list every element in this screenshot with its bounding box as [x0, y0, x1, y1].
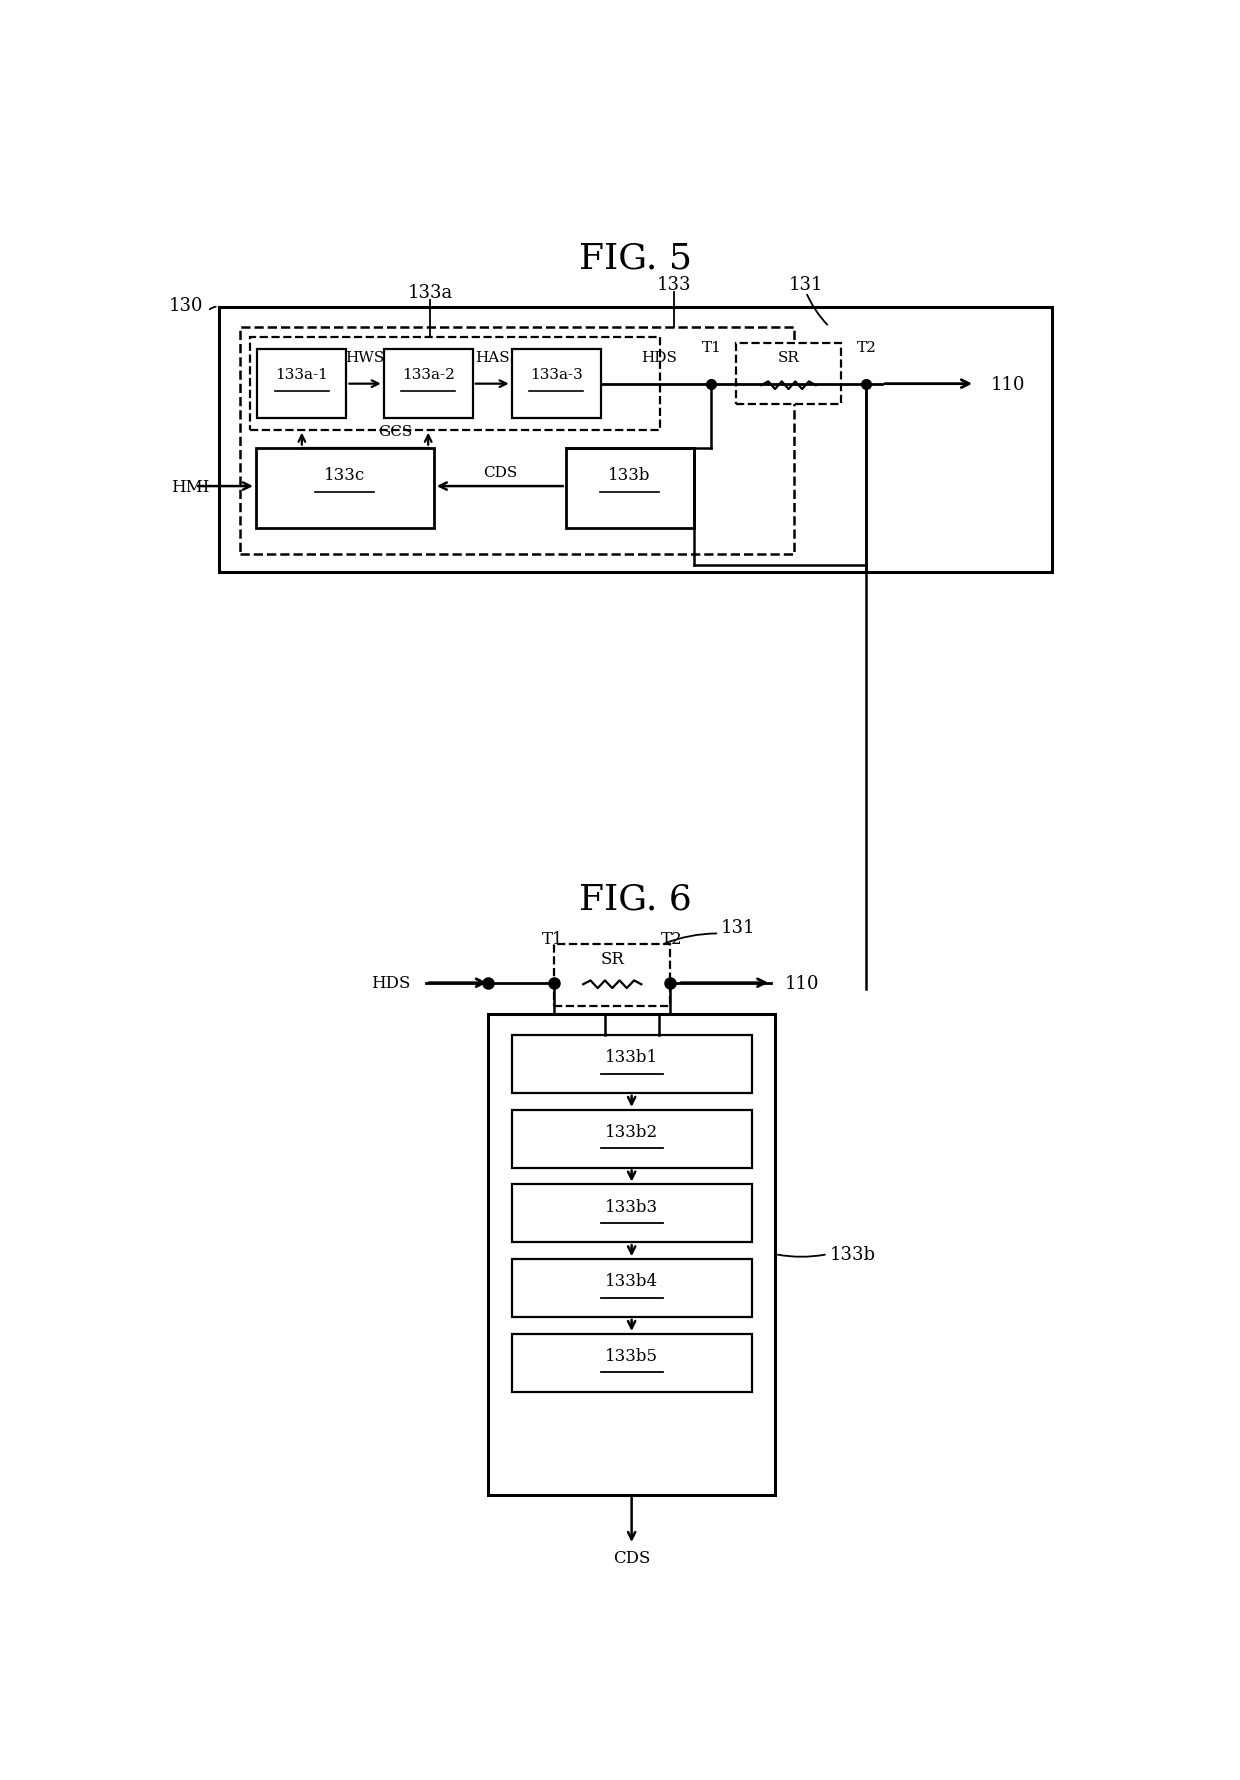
Text: 110: 110	[785, 974, 820, 991]
Text: SR: SR	[777, 351, 800, 365]
Text: HDS: HDS	[371, 975, 410, 991]
Text: 133a-1: 133a-1	[275, 367, 329, 381]
Bar	[511, 351, 600, 418]
Bar	[249, 338, 660, 431]
Bar	[383, 351, 472, 418]
Text: 131: 131	[720, 918, 755, 936]
Text: 110: 110	[991, 376, 1025, 393]
Text: FIG. 6: FIG. 6	[579, 881, 692, 915]
Text: HAS: HAS	[475, 351, 510, 365]
Bar	[255, 449, 434, 529]
Text: HMI: HMI	[171, 479, 210, 495]
Text: T2: T2	[661, 929, 683, 947]
Text: T2: T2	[857, 342, 877, 356]
Text: 133a: 133a	[408, 283, 453, 303]
Bar	[511, 1333, 751, 1392]
Text: 130: 130	[169, 297, 203, 315]
Text: 133: 133	[657, 276, 692, 294]
Text: 133b4: 133b4	[605, 1273, 658, 1289]
Bar	[218, 308, 1052, 573]
Text: 133b5: 133b5	[605, 1347, 658, 1363]
Bar	[511, 1036, 751, 1093]
Text: SR: SR	[600, 951, 624, 967]
Text: HDS: HDS	[641, 351, 677, 365]
Bar	[258, 351, 346, 418]
Text: T1: T1	[542, 929, 563, 947]
Text: 133c: 133c	[324, 466, 366, 484]
Bar	[554, 945, 671, 1006]
Bar	[241, 328, 795, 555]
Text: 133b: 133b	[830, 1246, 875, 1264]
Text: GCS: GCS	[378, 424, 413, 438]
Bar	[511, 1185, 751, 1242]
Text: 133a-2: 133a-2	[402, 367, 455, 381]
Text: CDS: CDS	[613, 1550, 650, 1566]
Text: 133a-3: 133a-3	[529, 367, 583, 381]
Bar	[511, 1111, 751, 1168]
Text: 133b2: 133b2	[605, 1123, 658, 1141]
Bar	[565, 449, 693, 529]
Text: 133b: 133b	[609, 466, 651, 484]
Text: FIG. 5: FIG. 5	[579, 242, 692, 276]
Bar	[489, 1015, 775, 1495]
Text: 131: 131	[789, 276, 823, 294]
Text: 133b3: 133b3	[605, 1198, 658, 1214]
Text: HWS: HWS	[346, 351, 384, 365]
Text: 133b1: 133b1	[605, 1048, 658, 1066]
Text: T1: T1	[702, 342, 722, 356]
Text: CDS: CDS	[482, 466, 517, 481]
Bar	[737, 344, 841, 406]
Bar	[511, 1260, 751, 1317]
